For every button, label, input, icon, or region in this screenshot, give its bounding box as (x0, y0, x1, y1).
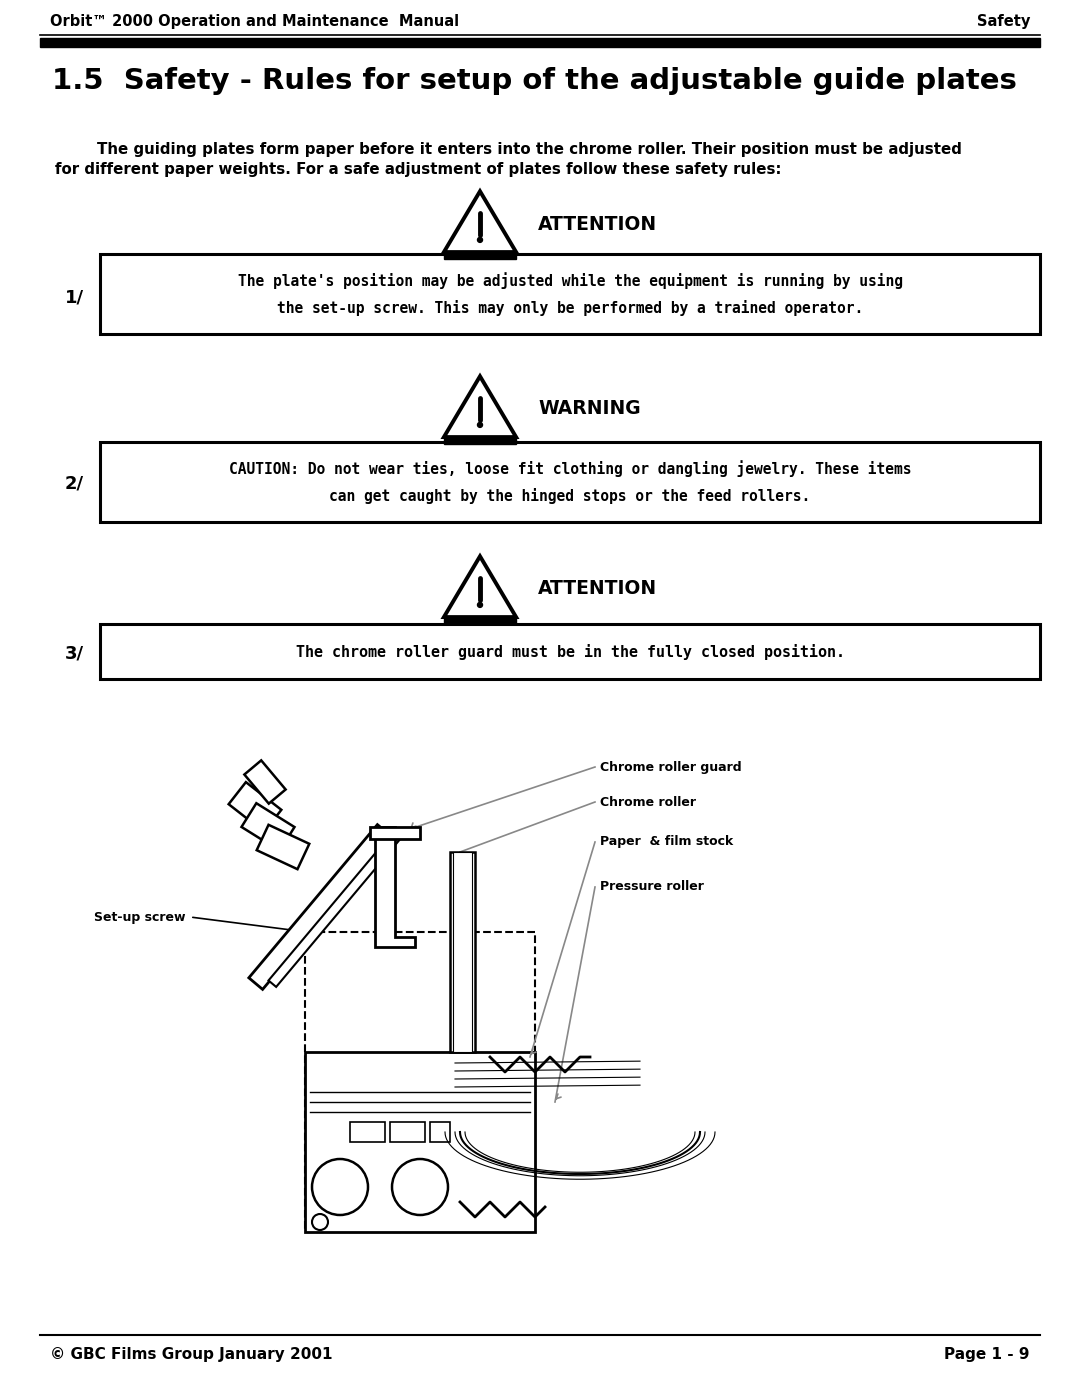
Polygon shape (229, 782, 282, 831)
Text: The plate's position may be adjusted while the equipment is running by using
the: The plate's position may be adjusted whi… (238, 272, 903, 316)
Text: ATTENTION: ATTENTION (538, 580, 657, 598)
Bar (305, 1052, 535, 1232)
Bar (100, 254, 1040, 334)
Bar (350, 1122, 384, 1141)
Text: CAUTION: Do not wear ties, loose fit clothing or dangling jewelry. These items
c: CAUTION: Do not wear ties, loose fit clo… (229, 461, 912, 504)
Text: Safety: Safety (976, 14, 1030, 29)
Bar (450, 852, 475, 1052)
Polygon shape (244, 760, 285, 803)
Bar (444, 437, 516, 444)
Bar (40, 38, 1040, 47)
Circle shape (312, 1160, 368, 1215)
Bar (453, 852, 472, 1052)
Text: 1.5  Safety - Rules for setup of the adjustable guide plates: 1.5 Safety - Rules for setup of the adju… (52, 67, 1017, 95)
Text: 3/: 3/ (65, 645, 84, 664)
Polygon shape (444, 191, 516, 251)
Text: The guiding plates form paper before it enters into the chrome roller. Their pos: The guiding plates form paper before it … (55, 142, 962, 156)
Circle shape (477, 422, 483, 427)
Text: 1/: 1/ (65, 288, 84, 306)
Bar (100, 624, 1040, 679)
Polygon shape (444, 376, 516, 437)
Text: © GBC Films Group January 2001: © GBC Films Group January 2001 (50, 1347, 333, 1362)
Polygon shape (444, 556, 516, 617)
Polygon shape (375, 827, 415, 947)
Bar (305, 932, 535, 1232)
Circle shape (477, 237, 483, 243)
Text: Chrome roller: Chrome roller (600, 795, 696, 809)
Text: The chrome roller guard must be in the fully closed position.: The chrome roller guard must be in the f… (296, 644, 845, 659)
Circle shape (312, 1214, 328, 1229)
Bar (370, 827, 420, 840)
Polygon shape (242, 803, 295, 851)
Text: Pressure roller: Pressure roller (600, 880, 704, 894)
Text: Page 1 - 9: Page 1 - 9 (945, 1347, 1030, 1362)
Bar (444, 617, 516, 624)
Polygon shape (257, 824, 309, 869)
Text: 2/: 2/ (65, 475, 84, 493)
Text: Chrome roller guard: Chrome roller guard (600, 760, 742, 774)
Bar (444, 251, 516, 260)
Circle shape (392, 1160, 448, 1215)
Text: Paper  & film stock: Paper & film stock (600, 835, 733, 848)
Polygon shape (269, 831, 402, 986)
Polygon shape (248, 824, 391, 989)
Text: for different paper weights. For a safe adjustment of plates follow these safety: for different paper weights. For a safe … (55, 162, 781, 177)
Bar (430, 1122, 450, 1141)
Text: WARNING: WARNING (538, 400, 640, 419)
Circle shape (477, 602, 483, 608)
Text: Set-up screw: Set-up screw (94, 911, 185, 923)
Bar (390, 1122, 426, 1141)
Text: Orbit™ 2000 Operation and Maintenance  Manual: Orbit™ 2000 Operation and Maintenance Ma… (50, 14, 459, 29)
Text: ATTENTION: ATTENTION (538, 215, 657, 233)
Bar (100, 441, 1040, 522)
